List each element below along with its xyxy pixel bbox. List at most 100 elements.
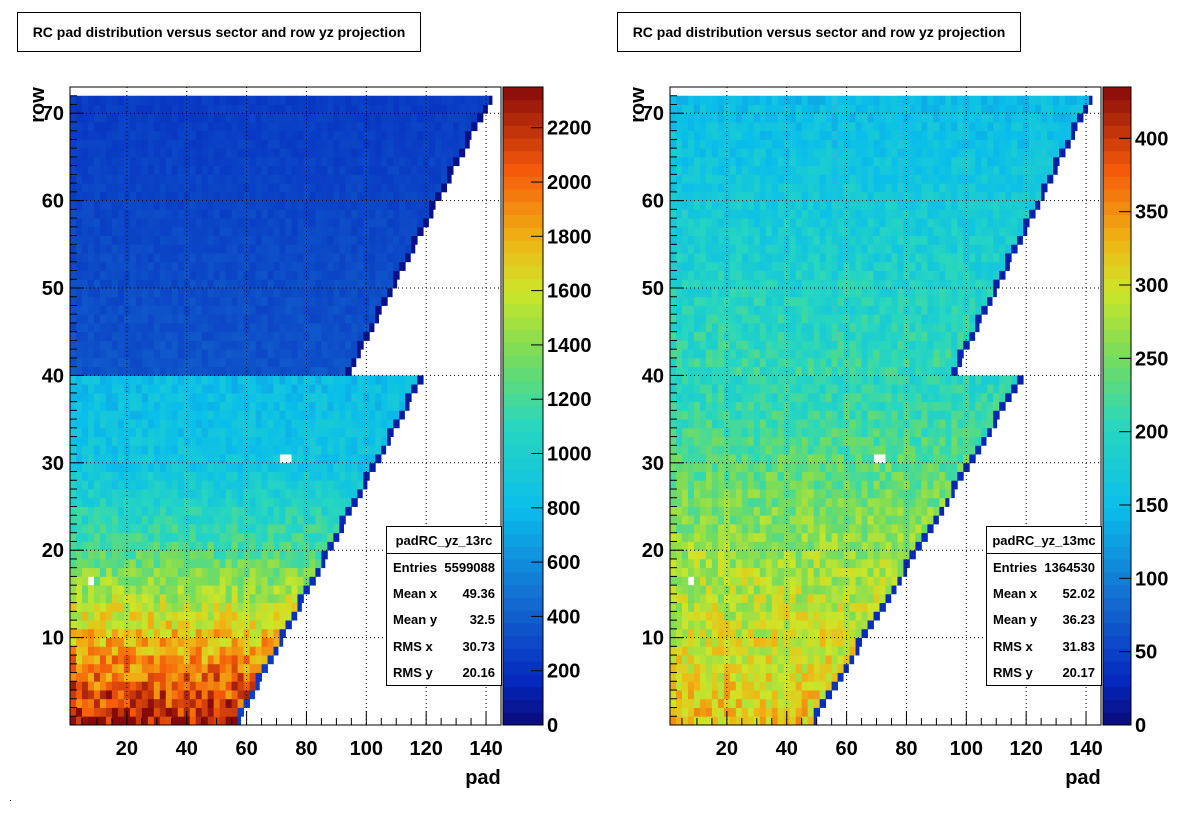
heatmap-cell — [387, 419, 394, 429]
heatmap-cell — [735, 602, 743, 612]
heatmap-cell — [783, 593, 791, 604]
heatmap-cell — [693, 698, 701, 708]
heatmap-cell — [945, 480, 952, 490]
heatmap-cell — [219, 261, 227, 271]
heatmap-cell — [375, 261, 382, 271]
heatmap-cell — [273, 235, 280, 245]
heatmap-cell — [693, 471, 701, 481]
heatmap-cell — [351, 183, 358, 193]
heatmap-cell — [705, 681, 713, 691]
heatmap-cell — [327, 331, 334, 341]
heatmap-cell — [777, 489, 785, 499]
heatmap-cell — [309, 506, 316, 516]
heatmap-cell — [111, 104, 119, 114]
heatmap-cell — [891, 523, 898, 534]
heatmap-cell — [225, 209, 233, 219]
heatmap-cell — [357, 454, 364, 464]
heatmap-cell — [670, 663, 677, 673]
heatmap-cell — [201, 139, 209, 149]
heatmap-cell — [369, 375, 376, 385]
heatmap-cell — [873, 515, 880, 525]
colorbar-step — [503, 584, 543, 598]
heatmap-cell — [747, 698, 755, 708]
heatmap-cell — [117, 261, 125, 271]
heatmap-cell — [159, 707, 167, 717]
heatmap-cell — [381, 288, 388, 298]
heatmap-cell — [285, 349, 292, 359]
heatmap-cell — [213, 322, 221, 333]
heatmap-cell — [177, 681, 185, 691]
heatmap-cell — [381, 445, 387, 455]
heatmap-cell — [819, 471, 827, 481]
heatmap-cell — [387, 392, 394, 403]
heatmap-cell — [213, 672, 221, 682]
heatmap-cell — [687, 628, 695, 638]
heatmap-cell — [339, 174, 346, 184]
heatmap-cell — [129, 130, 137, 140]
heatmap-cell — [849, 523, 856, 534]
heatmap-cell — [183, 121, 191, 132]
heatmap-cell — [405, 244, 412, 254]
heatmap-cell — [201, 209, 209, 219]
heatmap-cell — [99, 593, 107, 604]
heatmap-cell — [333, 113, 340, 123]
heatmap-cell — [165, 244, 173, 254]
heatmap-cell — [117, 384, 125, 394]
heatmap-cell — [747, 620, 755, 630]
heatmap-cell — [735, 593, 743, 604]
heatmap-cell — [129, 366, 137, 376]
heatmap-cell — [141, 637, 149, 647]
heatmap-cell — [93, 637, 101, 647]
heatmap-cell — [741, 690, 749, 700]
heatmap-cell — [843, 532, 850, 542]
heatmap-cell — [165, 226, 173, 236]
heatmap-cell — [201, 602, 209, 612]
heatmap-cell — [315, 550, 322, 560]
heatmap-cell — [189, 209, 197, 219]
heatmap-cell — [171, 698, 179, 708]
heatmap-cell — [165, 471, 173, 481]
heatmap-cell — [687, 698, 695, 708]
heatmap-cell — [321, 541, 328, 551]
heatmap-cell — [411, 95, 418, 105]
heatmap-cell — [219, 340, 227, 350]
heatmap-cell — [921, 497, 928, 507]
heatmap-cell — [357, 296, 364, 306]
heatmap-cell — [789, 515, 797, 525]
heatmap-cell — [327, 375, 334, 385]
heatmap-cell — [213, 331, 221, 341]
heatmap-cell — [195, 532, 203, 542]
heatmap-cell — [201, 427, 209, 437]
heatmap-cell — [291, 558, 298, 569]
heatmap-cell — [681, 541, 689, 551]
heatmap-cell — [423, 200, 430, 210]
heatmap-cell — [249, 480, 256, 490]
heatmap-cell — [159, 288, 167, 298]
heatmap-cell — [147, 489, 155, 499]
heatmap-cell — [315, 471, 322, 481]
heatmap-cell — [459, 130, 466, 140]
heatmap-cell — [219, 209, 227, 219]
heatmap-cell — [249, 576, 256, 586]
heatmap-cell — [357, 261, 364, 271]
heatmap-cell — [909, 480, 916, 490]
heatmap-cell — [327, 506, 334, 516]
heatmap-cell — [105, 384, 113, 394]
heatmap-cell — [483, 104, 488, 114]
heatmap-cell — [255, 637, 262, 647]
heatmap-cell — [105, 366, 113, 376]
heatmap-cell — [147, 314, 155, 324]
heatmap-cell — [237, 489, 244, 499]
heatmap-cell — [195, 480, 203, 490]
heatmap-cell — [177, 506, 185, 516]
heatmap-cell — [195, 174, 203, 184]
colorbar-step — [503, 457, 543, 471]
heatmap-cell — [711, 602, 719, 612]
heatmap-cell — [873, 462, 880, 472]
heatmap-cell — [777, 541, 785, 551]
heatmap-cell — [123, 480, 131, 490]
heatmap-cell — [165, 532, 173, 542]
heatmap-cell — [705, 716, 713, 726]
heatmap-cell — [297, 331, 304, 341]
heatmap-cell — [105, 663, 113, 673]
